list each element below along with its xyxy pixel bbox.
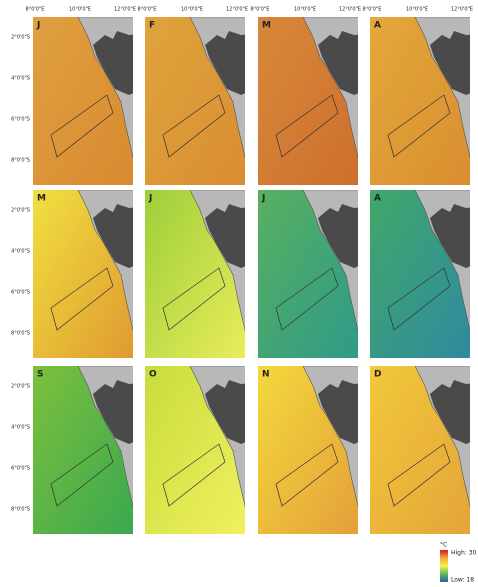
map-panel: D bbox=[370, 366, 478, 534]
x-tick-label: 8°0'0"E bbox=[26, 7, 45, 13]
map-panel: J bbox=[258, 190, 373, 358]
map-panel: N bbox=[258, 366, 373, 534]
x-tick-label: 10°0'0"E bbox=[406, 7, 428, 13]
map-panel: J bbox=[145, 190, 260, 358]
y-tick-label: 6°0'0"S bbox=[11, 466, 30, 472]
y-tick-label: 4°0'0"S bbox=[11, 76, 30, 82]
x-tick-label: 10°0'0"E bbox=[181, 7, 203, 13]
month-label: A bbox=[374, 194, 381, 204]
map-panel: S bbox=[33, 366, 148, 534]
map-panel: M bbox=[258, 17, 373, 185]
month-label: O bbox=[149, 370, 157, 380]
month-label: M bbox=[37, 194, 46, 204]
x-tick-label: 12°0'0"E bbox=[114, 7, 136, 13]
x-tick-label: 12°0'0"E bbox=[226, 7, 248, 13]
y-tick-label: 4°0'0"S bbox=[11, 425, 30, 431]
y-tick-label: 6°0'0"S bbox=[11, 117, 30, 123]
month-label: J bbox=[36, 21, 40, 31]
map-panel: F bbox=[145, 17, 260, 185]
month-label: F bbox=[149, 21, 155, 31]
y-tick-label: 8°0'0"S bbox=[11, 331, 30, 337]
x-tick-label: 8°0'0"E bbox=[363, 7, 382, 13]
month-label: A bbox=[374, 21, 381, 31]
x-tick-label: 12°0'0"E bbox=[339, 7, 361, 13]
y-tick-label: 2°0'0"S bbox=[11, 208, 30, 214]
legend-high: High: 30 bbox=[451, 550, 477, 557]
x-tick-label: 10°0'0"E bbox=[294, 7, 316, 13]
legend-low: Low: 18 bbox=[451, 577, 474, 584]
month-label: J bbox=[148, 194, 152, 204]
y-tick-label: 2°0'0"S bbox=[11, 384, 30, 390]
y-tick-label: 8°0'0"S bbox=[11, 158, 30, 164]
y-tick-label: 2°0'0"S bbox=[11, 35, 30, 41]
x-tick-label: 12°0'0"E bbox=[451, 7, 473, 13]
x-tick-label: 8°0'0"E bbox=[138, 7, 157, 13]
map-panel: J bbox=[33, 17, 148, 185]
y-tick-label: 8°0'0"S bbox=[11, 507, 30, 513]
month-label: D bbox=[374, 370, 381, 380]
figure: 8°0'0"E10°0'0"E12°0'0"E8°0'0"E10°0'0"E12… bbox=[0, 0, 478, 587]
map-panel: M bbox=[33, 190, 148, 358]
color-bar bbox=[440, 550, 448, 582]
x-tick-label: 10°0'0"E bbox=[69, 7, 91, 13]
month-label: J bbox=[261, 194, 265, 204]
month-label: N bbox=[262, 370, 270, 380]
month-label: S bbox=[37, 370, 43, 380]
x-tick-label: 8°0'0"E bbox=[251, 7, 270, 13]
map-panel: O bbox=[145, 366, 260, 534]
map-panel: A bbox=[370, 190, 478, 358]
legend-unit: °C bbox=[440, 542, 447, 549]
y-tick-label: 6°0'0"S bbox=[11, 290, 30, 296]
month-label: M bbox=[262, 21, 271, 31]
y-tick-label: 4°0'0"S bbox=[11, 249, 30, 255]
map-panel: A bbox=[370, 17, 478, 185]
